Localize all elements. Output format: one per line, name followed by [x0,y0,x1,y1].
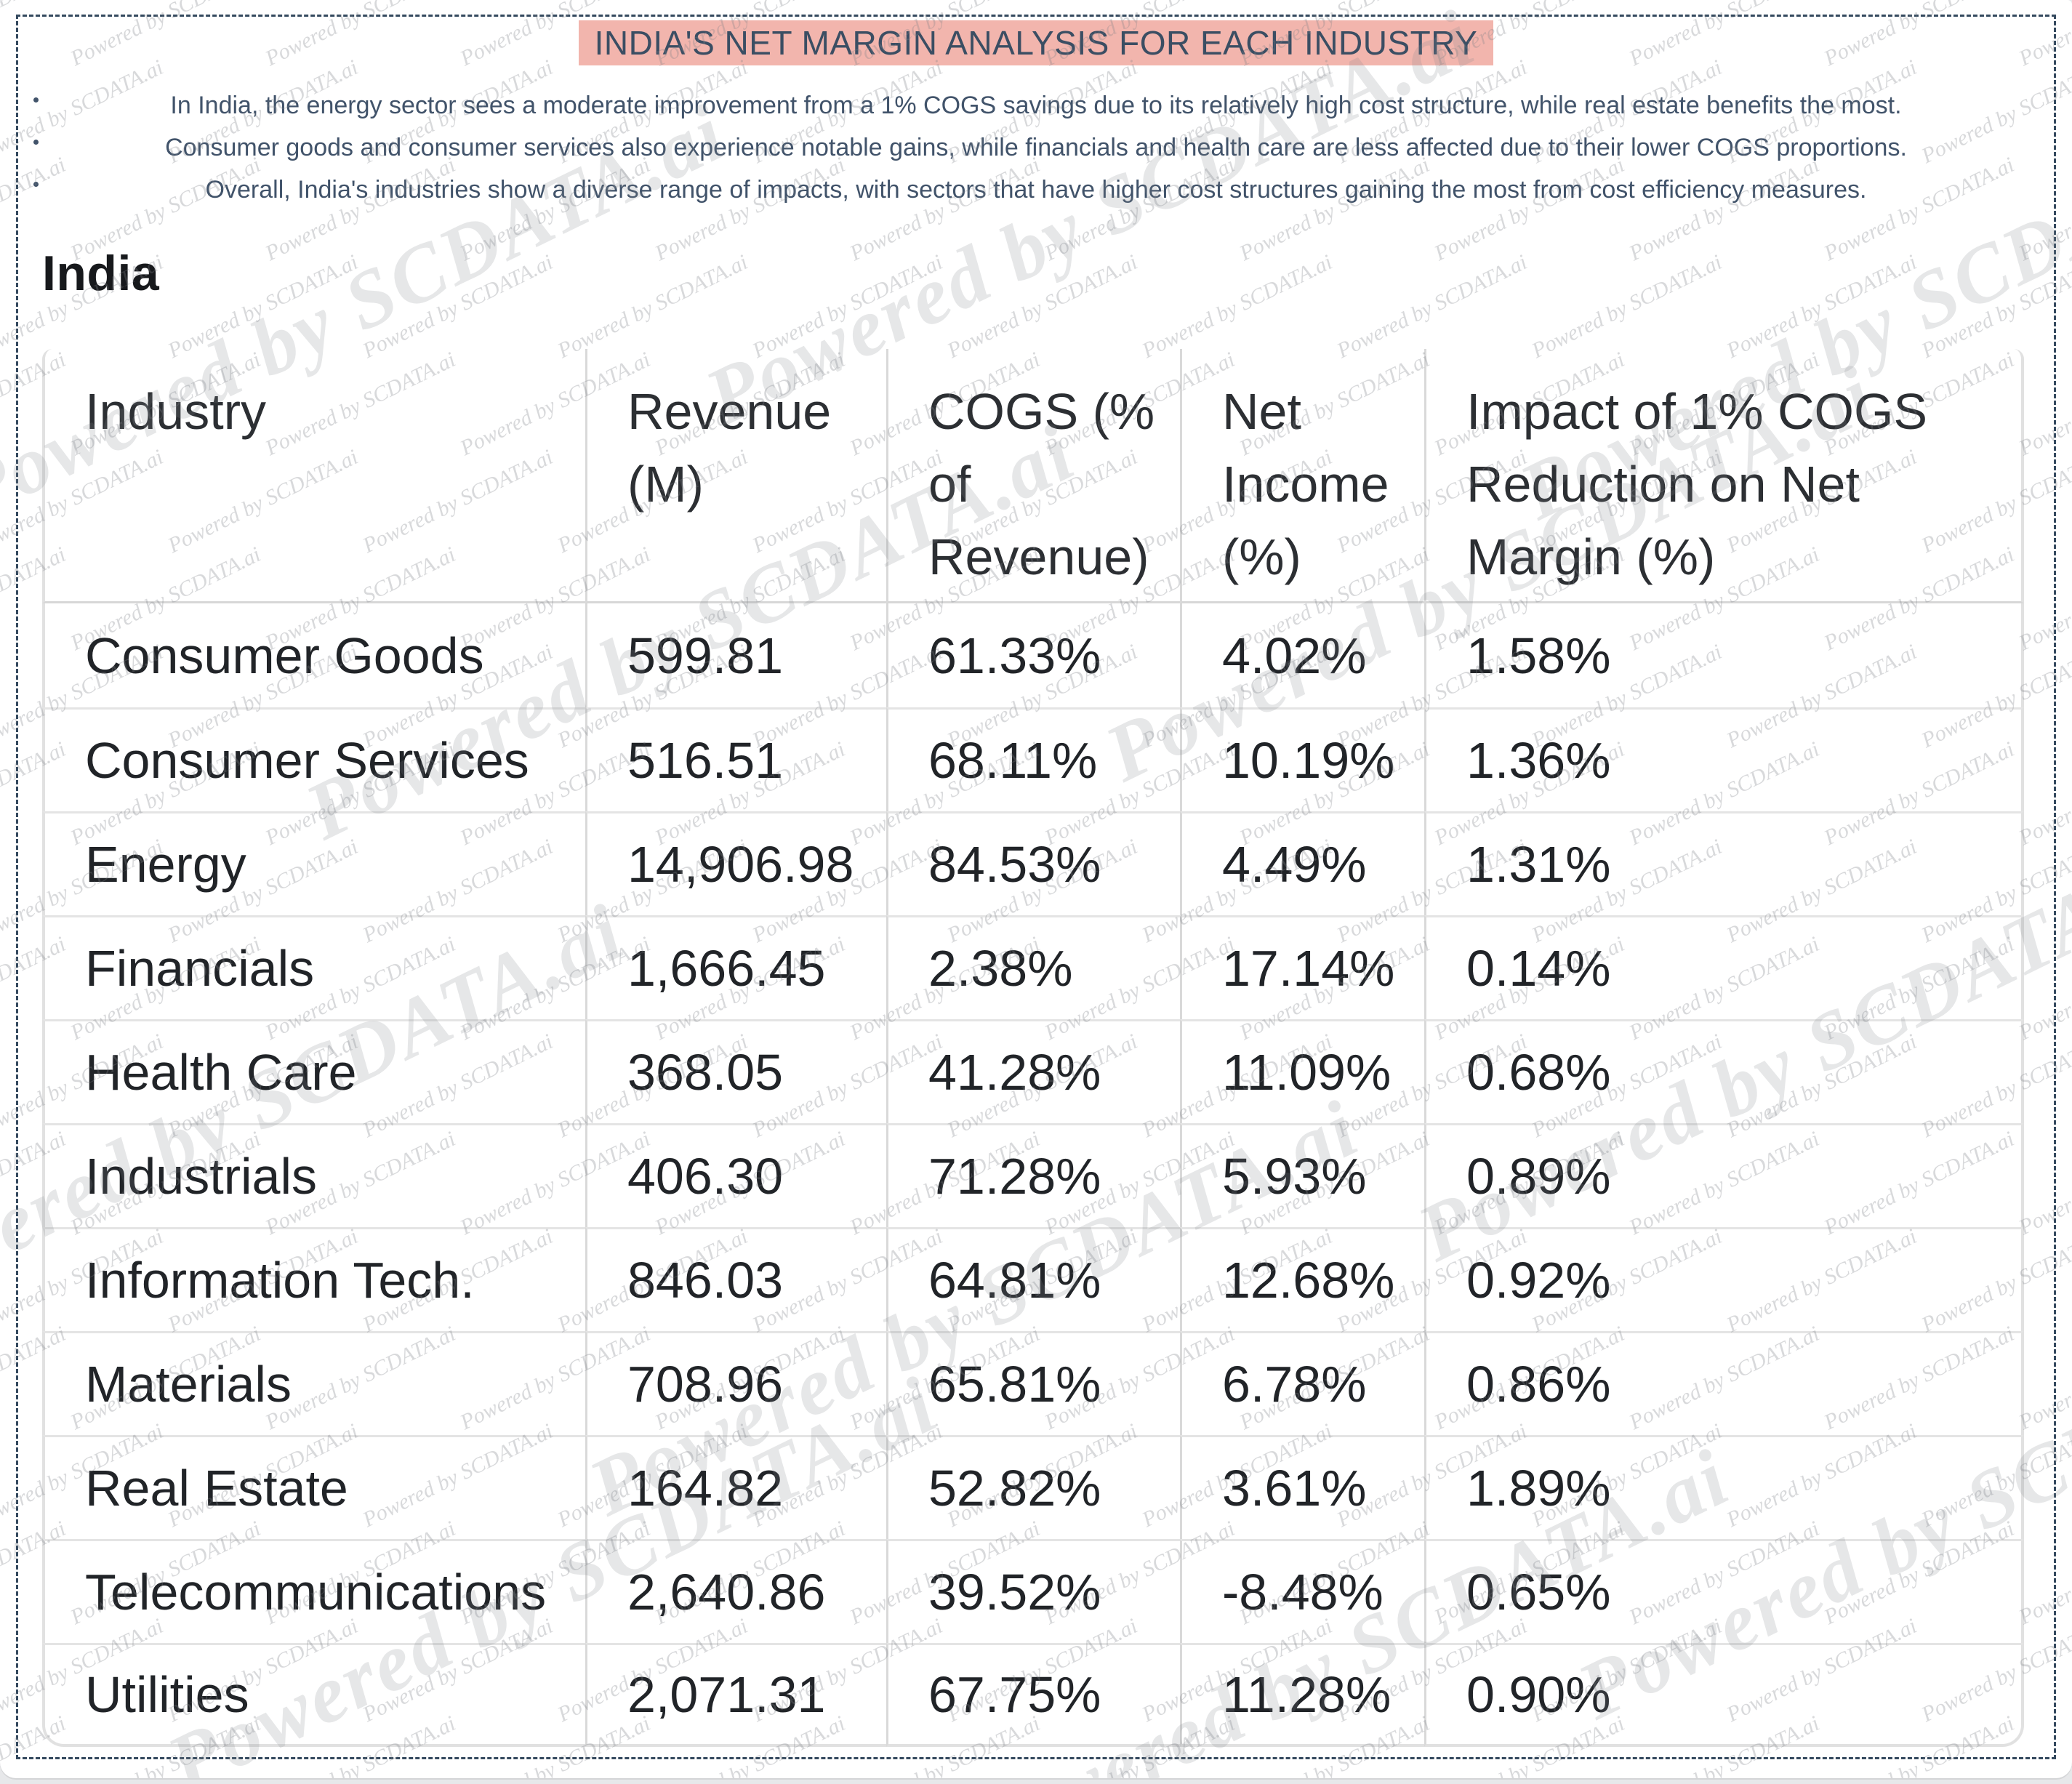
bullet-item: Consumer goods and consumer services als… [33,126,1985,169]
table-header-row: Industry Revenue (M) COGS (% of Revenue)… [42,349,2024,603]
cell-net-income: 4.49% [1180,811,1424,915]
cell-industry: Materials [42,1331,585,1435]
cell-impact: 0.89% [1424,1123,2024,1227]
cell-net-income: 5.93% [1180,1123,1424,1227]
region-heading: India [42,246,160,301]
cell-revenue: 708.96 [585,1331,886,1435]
page-title: INDIA'S NET MARGIN ANALYSIS FOR EACH IND… [578,20,1494,65]
cell-net-income: 4.02% [1180,603,1424,707]
table-row: Health Care 368.05 41.28% 11.09% 0.68% [42,1019,2024,1123]
cell-cogs: 67.75% [886,1643,1180,1747]
table-row: Materials 708.96 65.81% 6.78% 0.86% [42,1331,2024,1435]
table-row: Information Tech. 846.03 64.81% 12.68% 0… [42,1227,2024,1331]
cell-revenue: 1,666.45 [585,915,886,1019]
cell-impact: 0.86% [1424,1331,2024,1435]
cell-revenue: 14,906.98 [585,811,886,915]
table-row: Consumer Goods 599.81 61.33% 4.02% 1.58% [42,603,2024,707]
bullet-text: In India, the energy sector sees a moder… [170,92,1902,119]
table-row: Consumer Services 516.51 68.11% 10.19% 1… [42,707,2024,811]
cell-cogs: 71.28% [886,1123,1180,1227]
cell-impact: 0.90% [1424,1643,2024,1747]
bullet-dot [33,97,39,103]
cell-industry: Information Tech. [42,1227,585,1331]
column-header-industry: Industry [42,349,585,603]
cell-industry: Financials [42,915,585,1019]
cell-cogs: 84.53% [886,811,1180,915]
cell-net-income: 3.61% [1180,1435,1424,1539]
bullet-dot [33,182,39,187]
cell-impact: 0.68% [1424,1019,2024,1123]
table-row: Energy 14,906.98 84.53% 4.49% 1.31% [42,811,2024,915]
cell-cogs: 41.28% [886,1019,1180,1123]
table-row: Industrials 406.30 71.28% 5.93% 0.89% [42,1123,2024,1227]
table-row: Telecommunications 2,640.86 39.52% -8.48… [42,1539,2024,1643]
bullet-item: In India, the energy sector sees a moder… [33,84,1985,126]
table-row: Financials 1,666.45 2.38% 17.14% 0.14% [42,915,2024,1019]
table-body: Consumer Goods 599.81 61.33% 4.02% 1.58%… [42,603,2024,1747]
table-row: Utilities 2,071.31 67.75% 11.28% 0.90% [42,1643,2024,1747]
cell-net-income: 12.68% [1180,1227,1424,1331]
column-header-impact: Impact of 1% COGS Reduction on Net Margi… [1424,349,2024,603]
cell-industry: Consumer Goods [42,603,585,707]
cell-net-income: 10.19% [1180,707,1424,811]
cell-cogs: 61.33% [886,603,1180,707]
cell-cogs: 52.82% [886,1435,1180,1539]
cell-cogs: 2.38% [886,915,1180,1019]
bullet-item: Overall, India's industries show a diver… [33,169,1985,211]
cell-impact: 1.89% [1424,1435,2024,1539]
cell-cogs: 65.81% [886,1331,1180,1435]
industry-table: Industry Revenue (M) COGS (% of Revenue)… [42,349,2024,1747]
cell-net-income: 11.28% [1180,1643,1424,1747]
cell-impact: 0.14% [1424,915,2024,1019]
cell-revenue: 406.30 [585,1123,886,1227]
cell-revenue: 164.82 [585,1435,886,1539]
table-wrap: Industry Revenue (M) COGS (% of Revenue)… [42,349,2024,1747]
cell-impact: 0.65% [1424,1539,2024,1643]
column-header-revenue: Revenue (M) [585,349,886,603]
bullet-text: Overall, India's industries show a diver… [205,176,1867,204]
cell-revenue: 2,071.31 [585,1643,886,1747]
bullet-text: Consumer goods and consumer services als… [165,134,1907,161]
cell-industry: Industrials [42,1123,585,1227]
cell-industry: Consumer Services [42,707,585,811]
cell-impact: 1.36% [1424,707,2024,811]
title-row: INDIA'S NET MARGIN ANALYSIS FOR EACH IND… [0,20,2072,65]
cell-industry: Real Estate [42,1435,585,1539]
bullet-list: In India, the energy sector sees a moder… [33,84,1985,211]
cell-impact: 0.92% [1424,1227,2024,1331]
cell-cogs: 64.81% [886,1227,1180,1331]
cell-industry: Energy [42,811,585,915]
table-row: Real Estate 164.82 52.82% 3.61% 1.89% [42,1435,2024,1539]
cell-net-income: 6.78% [1180,1331,1424,1435]
cell-cogs: 68.11% [886,707,1180,811]
cell-industry: Telecommunications [42,1539,585,1643]
column-header-net-income: Net Income (%) [1180,349,1424,603]
cell-revenue: 599.81 [585,603,886,707]
cell-net-income: -8.48% [1180,1539,1424,1643]
cell-impact: 1.58% [1424,603,2024,707]
cell-industry: Health Care [42,1019,585,1123]
cell-revenue: 2,640.86 [585,1539,886,1643]
cell-net-income: 17.14% [1180,915,1424,1019]
table-header: Industry Revenue (M) COGS (% of Revenue)… [42,349,2024,603]
cell-industry: Utilities [42,1643,585,1747]
column-header-cogs: COGS (% of Revenue) [886,349,1180,603]
cell-impact: 1.31% [1424,811,2024,915]
cell-revenue: 516.51 [585,707,886,811]
cell-revenue: 846.03 [585,1227,886,1331]
cell-net-income: 11.09% [1180,1019,1424,1123]
bullet-dot [33,140,39,145]
cell-revenue: 368.05 [585,1019,886,1123]
cell-cogs: 39.52% [886,1539,1180,1643]
